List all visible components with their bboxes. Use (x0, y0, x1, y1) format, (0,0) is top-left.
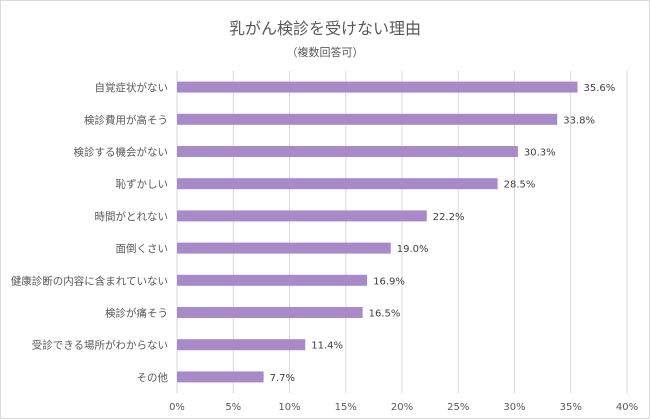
bar (177, 210, 427, 222)
x-tick-label: 25% (447, 402, 469, 413)
bar (177, 178, 498, 190)
bar (177, 146, 518, 157)
data-label: 28.5% (504, 180, 536, 191)
category-label: 時間がとれない (95, 210, 169, 223)
category-label: 検診が痛そう (105, 307, 168, 320)
x-tick-label: 10% (278, 402, 300, 413)
category-label: 健康診断の内容に含まれていない (11, 274, 168, 287)
bar (177, 371, 264, 383)
chart-subtitle: （複数回答可） (287, 45, 364, 59)
data-label: 16.9% (373, 276, 405, 287)
category-label: 自覚症状がない (95, 81, 169, 94)
x-tick-label: 35% (560, 402, 582, 413)
data-label: 19.0% (397, 244, 429, 255)
bar (177, 307, 363, 318)
category-label: 恥ずかしい (116, 179, 169, 191)
category-label: 検診する機会がない (74, 146, 169, 159)
bars-group (177, 81, 578, 383)
bar (177, 81, 578, 93)
data-label: 30.3% (524, 148, 556, 159)
x-tick-label: 20% (391, 402, 413, 413)
bar (177, 242, 391, 254)
data-label: 35.6% (584, 83, 616, 94)
x-tick-label: 15% (335, 402, 357, 413)
category-label: 面倒くさい (116, 243, 169, 255)
bar (177, 113, 558, 125)
category-label: 受診できる場所がわからない (32, 339, 168, 352)
data-label: 22.2% (433, 212, 465, 223)
x-tick-label: 30% (503, 402, 525, 413)
data-label: 7.7% (270, 373, 295, 384)
bar (177, 339, 306, 351)
category-label: 検診費用が高そう (84, 113, 168, 126)
x-tick-label: 0% (169, 402, 185, 413)
chart-title: 乳がん検診を受けない理由 (229, 19, 421, 38)
x-tick-label: 40% (616, 402, 638, 413)
data-label: 11.4% (311, 341, 343, 352)
category-label: その他 (137, 371, 169, 384)
labels-group: 0% 5% 10% 15% 20% 25% 30% 35% 40% 自覚症状がない 35.6% 検診費… (11, 81, 638, 413)
x-tick-label: 5% (225, 402, 241, 413)
data-label: 33.8% (563, 115, 595, 126)
data-label: 16.5% (369, 309, 401, 320)
bar (177, 274, 368, 286)
